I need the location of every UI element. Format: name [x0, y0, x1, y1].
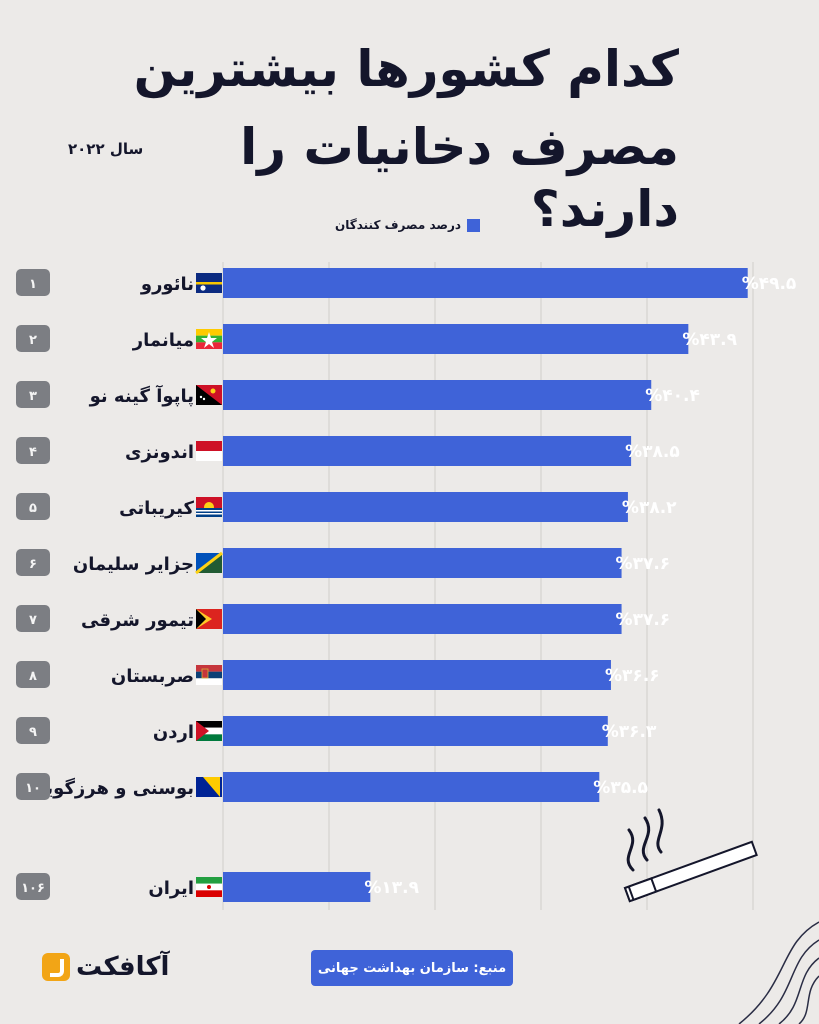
flag-icon: [196, 665, 222, 685]
bar: [223, 492, 628, 522]
rank-badge: [16, 873, 50, 900]
rank-badge: [16, 269, 50, 296]
bar: [223, 324, 689, 354]
country-label: اندونزی: [125, 442, 194, 463]
bar: [223, 268, 748, 298]
legend: درصد مصرف کنندگان: [335, 218, 481, 232]
country-label: جزایر سلیمان: [73, 554, 194, 575]
logo-text: آکافکت: [76, 952, 170, 982]
data-label: %۳۷.۶: [616, 610, 671, 630]
year-label: سال ۲۰۲۲: [68, 140, 144, 158]
rank-badge: [16, 717, 50, 744]
decorative-waves: [738, 921, 819, 1024]
flag-icon: [196, 877, 222, 897]
rank-label: ۱: [29, 277, 37, 292]
data-label: %۳۷.۶: [616, 554, 671, 574]
bar: [223, 548, 622, 578]
country-label: کیریباتی: [119, 498, 194, 519]
bar-chart: %۴۹.۵ نائورو ۱ %۴۳.۹ میانمار ۲ %۴۰.۴ پاپوآ گینه…: [16, 262, 796, 910]
rank-label: ۲: [29, 333, 37, 348]
bar: [223, 716, 608, 746]
bar: [223, 660, 611, 690]
data-label: %۳۸.۲: [622, 498, 677, 518]
chart-row: %۴۳.۹ میانمار ۲: [16, 324, 738, 354]
flag-icon: [196, 441, 222, 461]
legend-label: درصد مصرف کنندگان: [335, 218, 462, 232]
rank-badge: [16, 437, 50, 464]
rank-label: ۱۰۶: [21, 881, 45, 896]
country-label: تیمور شرقی: [81, 610, 194, 631]
country-label: بوسنی و هرزگوین: [30, 777, 194, 799]
chart-row: %۳۸.۲ کیریباتی ۵: [16, 492, 677, 522]
chart-row: %۳۶.۶ صربستان ۸: [16, 660, 660, 690]
rank-label: ۳: [29, 389, 37, 404]
logo-icon: [42, 953, 70, 981]
chart-row: %۱۳.۹ ایران ۱۰۶: [16, 872, 420, 902]
flag-icon: [196, 273, 222, 293]
flag-icon: [196, 777, 222, 797]
title-line-2: مصرف دخانیات را دارند؟: [240, 118, 679, 238]
rank-label: ۴: [29, 445, 37, 460]
country-label: صربستان: [111, 666, 194, 687]
rank-badge: [16, 605, 50, 632]
cigarette-icon: [623, 808, 758, 903]
rank-label: ۹: [29, 725, 37, 740]
bar: [223, 380, 652, 410]
country-label: نائورو: [140, 274, 194, 295]
data-label: %۳۶.۳: [602, 722, 657, 742]
rank-badge: [16, 773, 50, 800]
chart-row: %۳۶.۳ اردن ۹: [16, 716, 657, 746]
rank-label: ۱۰: [25, 781, 41, 796]
data-label: %۳۸.۵: [625, 442, 680, 462]
flag-icon: [196, 609, 222, 629]
bar: [223, 872, 371, 902]
flag-icon: [196, 385, 222, 405]
source-badge: منبع: سازمان بهداشت جهانی: [311, 950, 513, 986]
data-label: %۴۰.۴: [645, 386, 700, 406]
chart-row: %۴۹.۵ نائورو ۱: [16, 268, 796, 298]
legend-swatch: [467, 218, 481, 232]
chart-row: %۴۰.۴ پاپوآ گینه نو ۳: [16, 380, 700, 410]
country-label: میانمار: [132, 330, 194, 351]
rank-badge: [16, 381, 50, 408]
data-label: %۴۳.۹: [682, 330, 737, 350]
rank-badge: [16, 661, 50, 688]
rank-badge: [16, 325, 50, 352]
country-label: پاپوآ گینه نو: [89, 384, 194, 407]
chart-row: %۳۸.۵ اندونزی ۴: [16, 436, 680, 466]
bar: [223, 772, 600, 802]
data-label: %۳۶.۶: [605, 666, 660, 686]
bar: [223, 604, 622, 634]
flag-icon: [195, 551, 223, 575]
rank-badge: [16, 549, 50, 576]
chart-row: %۳۷.۶ جزایر سلیمان ۶: [16, 548, 670, 578]
rank-badge: [16, 493, 50, 520]
flag-icon: [196, 721, 222, 741]
data-label: %۴۹.۵: [742, 274, 797, 294]
country-label: ایران: [148, 878, 194, 899]
logo: آکافکت: [42, 952, 169, 982]
data-label: %۳۵.۵: [593, 778, 648, 798]
country-label: اردن: [153, 722, 194, 743]
rank-label: ۷: [29, 613, 37, 628]
rank-label: ۸: [29, 669, 37, 684]
chart-row: %۳۷.۶ تیمور شرقی ۷: [16, 604, 670, 634]
flag-icon: [196, 329, 222, 349]
title-line-1: کدام کشورها بیشترین: [133, 40, 679, 98]
flag-icon: [196, 497, 222, 517]
data-label: %۱۳.۹: [364, 878, 419, 898]
bar: [223, 436, 632, 466]
rank-label: ۶: [29, 557, 37, 572]
rank-label: ۵: [29, 501, 37, 516]
